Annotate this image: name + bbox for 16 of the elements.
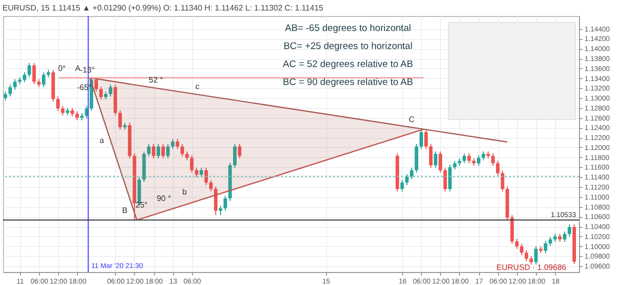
annotation: 25° [136,200,148,210]
annotation: B [122,206,128,216]
annotation: c [195,82,200,92]
annotation: 90 ° [156,194,172,203]
annotation: 52 ° [148,76,164,85]
annotation: AB= -65 degrees to horizontal [285,23,411,34]
annotation: BC= +25 degrees to horizontal [284,41,412,52]
annotation: A [75,64,82,73]
annotation: a [100,136,105,145]
chart-title: EURUSD, 15 1.11415 ▲ +0.01290 (+0.99%) O: 1.11340 H: 1.11462 L: 1.11302 C: 1.11415 [2,4,324,12]
annotation: BC = 90 degrees relative to AB [282,77,414,88]
annotation: C [408,115,415,124]
annotation: EURUSD · 1.09686 [496,262,567,272]
annotation: AC = 52 degrees relative to AB [282,59,414,70]
annotation: 0° [58,64,66,73]
annotation: b [182,187,188,196]
